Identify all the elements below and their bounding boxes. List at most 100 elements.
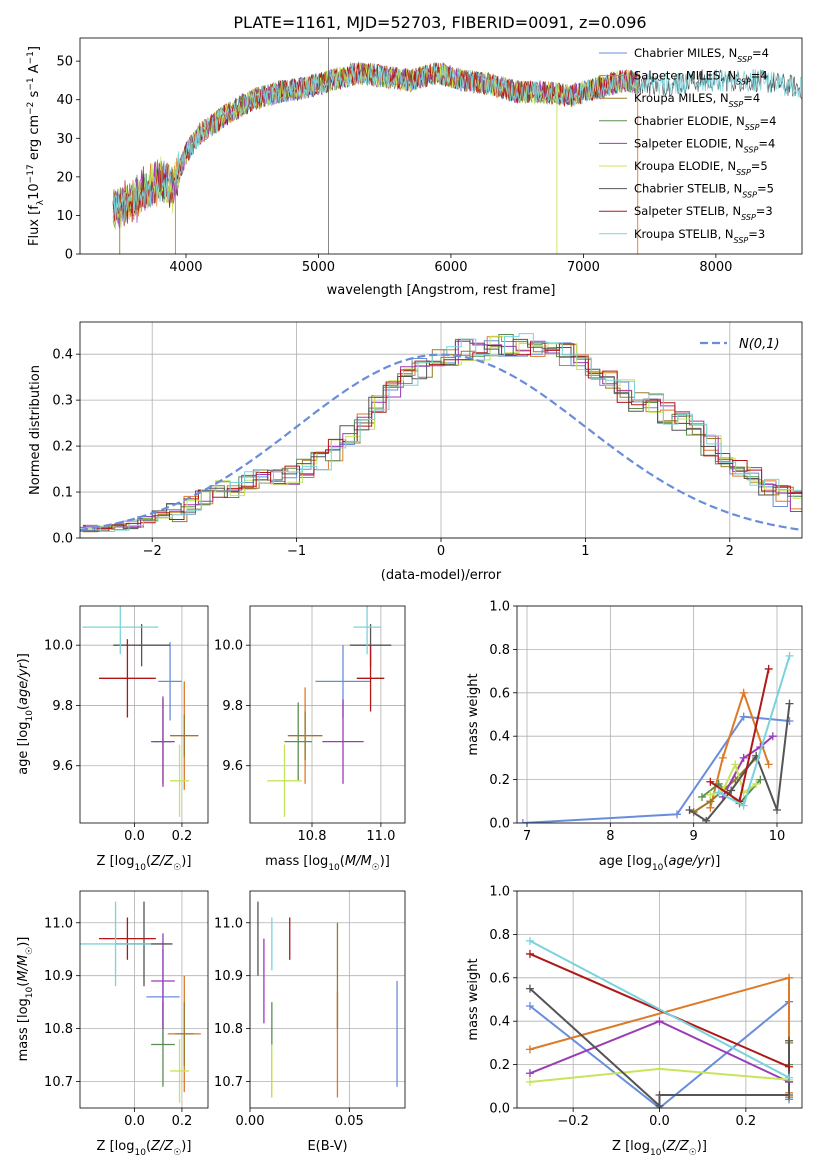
y-tick-label: 1.0 [489,885,510,900]
plot-area [80,333,802,533]
y-tick-label: 20 [56,170,73,185]
x-axis-label: (data-model)/error [381,568,502,583]
panel-age-vs-Z: 0.0 0.2 9.6 9.8 10.0 Z [log10(Z/Z☉)] age [log1… [16,605,209,873]
y-axis-label: Normed distribution [28,365,43,495]
axes-frame [249,605,406,824]
errorbar-point [170,714,199,757]
legend-label: Kroupa ELODIE, NSSP=5 [634,159,768,177]
y-axis-label: mass weight [466,958,481,1040]
errorbar-point [267,744,302,817]
plot-area [257,901,398,1098]
y-tick-label: 0.4 [52,348,73,363]
mass-weight-marker [702,816,711,823]
y-tick-label: 10.7 [44,1075,73,1090]
panel-mass-weight-vs-age: 7 8 9 10 0.0 0.2 0.4 0.6 0.8 1.0 age [log10(age/yr… [466,600,803,873]
panel-mass-vs-EBV: 0.00 0.05 10.7 10.8 10.9 11.0 E(B-V) [214,890,406,1154]
y-axis-label: Flux [fλ10−17 erg cm−2 s−1 A−1] [26,46,46,246]
errorbar-point [287,711,323,760]
y-tick-label: 10.8 [44,1022,73,1037]
errorbar-point [80,901,152,987]
x-tick-label: 0.2 [172,829,193,844]
mass-weight-marker [655,1090,664,1099]
y-tick-label: 1.0 [489,600,510,615]
x-tick-label: 0.0 [649,1114,670,1129]
y-tick-label: 0 [65,248,73,263]
y-tick-label: 0.0 [52,532,73,547]
errorbar-point [158,642,182,721]
gaussian-curve [80,353,800,531]
axes-frame [516,605,803,824]
x-tick-label: 0.0 [124,829,145,844]
y-tick-label: 0.0 [489,817,510,832]
mass-weight-marker [525,949,534,958]
errorbar-point [151,933,175,1029]
mass-weight-marker [655,1017,664,1026]
x-tick-label: 4000 [169,260,202,275]
mass-weight-marker [525,1002,534,1011]
y-tick-label: 10.9 [214,969,243,984]
y-tick-label: 0.6 [489,971,510,986]
mass-weight-marker [739,801,748,810]
mass-weight-marker [785,973,794,982]
mass-weight-marker [525,1069,534,1078]
x-axis-label: Z [log10(Z/Z☉)] [97,1139,192,1158]
plot-area [518,651,794,823]
x-tick-label: 0 [437,544,445,559]
y-tick-label: 0.2 [489,1058,510,1073]
y-tick-label: 9.6 [52,759,73,774]
errorbar-point [151,696,175,787]
y-tick-label: 11.0 [214,916,243,931]
x-tick-label: 0.2 [736,1114,757,1129]
errorbar-point [353,606,381,655]
axes-frame [79,37,803,255]
y-tick-label: 0.2 [52,440,73,455]
y-axis-label: mass [log10(M/M☉)] [16,937,35,1062]
y-tick-label: 0.8 [489,643,510,658]
panel-mass-weight-vs-Z: −0.2 0.0 0.2 0.0 0.2 0.4 0.6 0.8 1.0 Z [log10(Z/Z… [466,885,803,1158]
legend-label: Chabrier MILES, NSSP=4 [634,46,769,64]
y-tick-label: 0.1 [52,486,73,501]
errorbar-point [98,639,156,718]
mass-weight-marker [752,779,761,788]
errorbar-point [98,917,156,960]
y-axis-label: age [log10(age/yr)] [16,653,35,775]
y-tick-label: 11.0 [44,916,73,931]
x-tick-label: 1 [581,544,589,559]
legend: Chabrier MILES, NSSP=4 Salpeter MILES, NS… [599,46,776,244]
mass-weight-series-0 [522,715,790,823]
mass-weight-marker [768,732,777,741]
legend-label: Salpeter STELIB, NSSP=3 [634,204,773,222]
mass-weight-marker [739,712,748,721]
legend-label: Kroupa MILES, NSSP=4 [634,91,760,109]
mass-weight-marker [731,760,740,769]
y-tick-label: 0.3 [52,394,73,409]
mass-weight-marker [718,753,727,762]
mass-weight-marker [785,1073,794,1082]
mass-weight-marker [764,760,773,769]
x-tick-label: 6000 [434,260,467,275]
mass-weight-series-8 [529,940,790,1079]
mass-weight-marker [785,1090,794,1099]
plot-area [267,606,392,817]
plot-area [82,606,199,817]
x-axis-label: Z [log10(Z/Z☉)] [612,1139,707,1158]
mass-weight-marker [706,790,715,799]
x-axis-label: wavelength [Angstrom, rest frame] [327,283,556,298]
y-tick-label: 0.4 [489,730,510,745]
legend-label: Chabrier ELODIE, NSSP=4 [634,114,776,132]
legend-label: Salpeter MILES, NSSP=4 [634,69,768,87]
x-tick-label: 9 [690,829,698,844]
mass-weight-marker [785,1036,794,1045]
x-axis-label: E(B-V) [307,1139,347,1154]
plot-area [80,901,201,1103]
spectrum-series-1 [112,62,639,227]
x-tick-label: 11.0 [366,829,395,844]
mass-weight-marker [714,788,723,797]
y-tick-label: 9.6 [222,759,243,774]
histogram-series-4 [82,339,802,528]
y-tick-label: 30 [56,132,73,147]
mass-weight-marker [739,753,748,762]
errorbar-point [174,1002,194,1066]
errorbar-point [170,744,190,817]
